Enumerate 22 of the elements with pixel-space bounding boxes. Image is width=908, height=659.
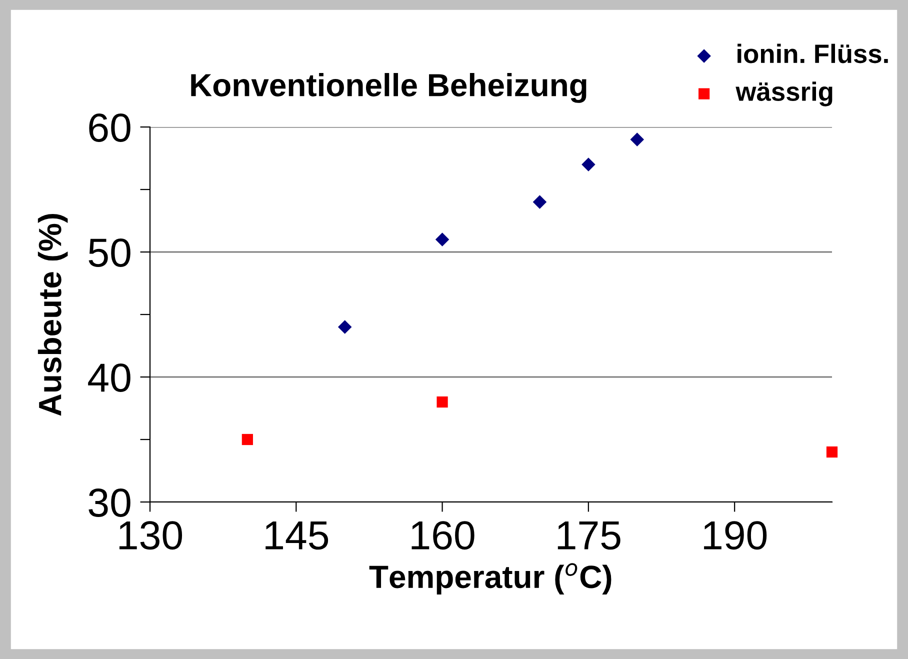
- point: [242, 434, 253, 446]
- point: [338, 320, 352, 334]
- x-tick-label: 145: [266, 522, 328, 550]
- x-axis-title: Temperatur ($^{o}$C): [369, 563, 612, 595]
- chart-title: Konventionelle Beheizung: [191, 73, 586, 103]
- y-tick-label: 60: [89, 113, 130, 142]
- point: [630, 132, 644, 146]
- point: [436, 396, 448, 408]
- point: [435, 232, 450, 246]
- y-tick-label: 30: [88, 488, 130, 517]
- y-tick-label: 50: [88, 238, 130, 267]
- legend-label: ionin. Flüss.: [738, 44, 888, 64]
- y-tick-label: 40: [88, 363, 130, 392]
- x-tick-label: 175: [558, 522, 620, 550]
- x-tick-label: 190: [704, 521, 767, 550]
- legend-label: wässrig: [736, 82, 832, 106]
- y-axis-title: Ausbeute (%): [38, 214, 68, 416]
- point: [532, 195, 547, 209]
- x-tick-label: 130: [119, 521, 182, 550]
- point: [826, 446, 838, 458]
- x-tick-label: 160: [412, 521, 474, 550]
- point: [582, 158, 596, 172]
